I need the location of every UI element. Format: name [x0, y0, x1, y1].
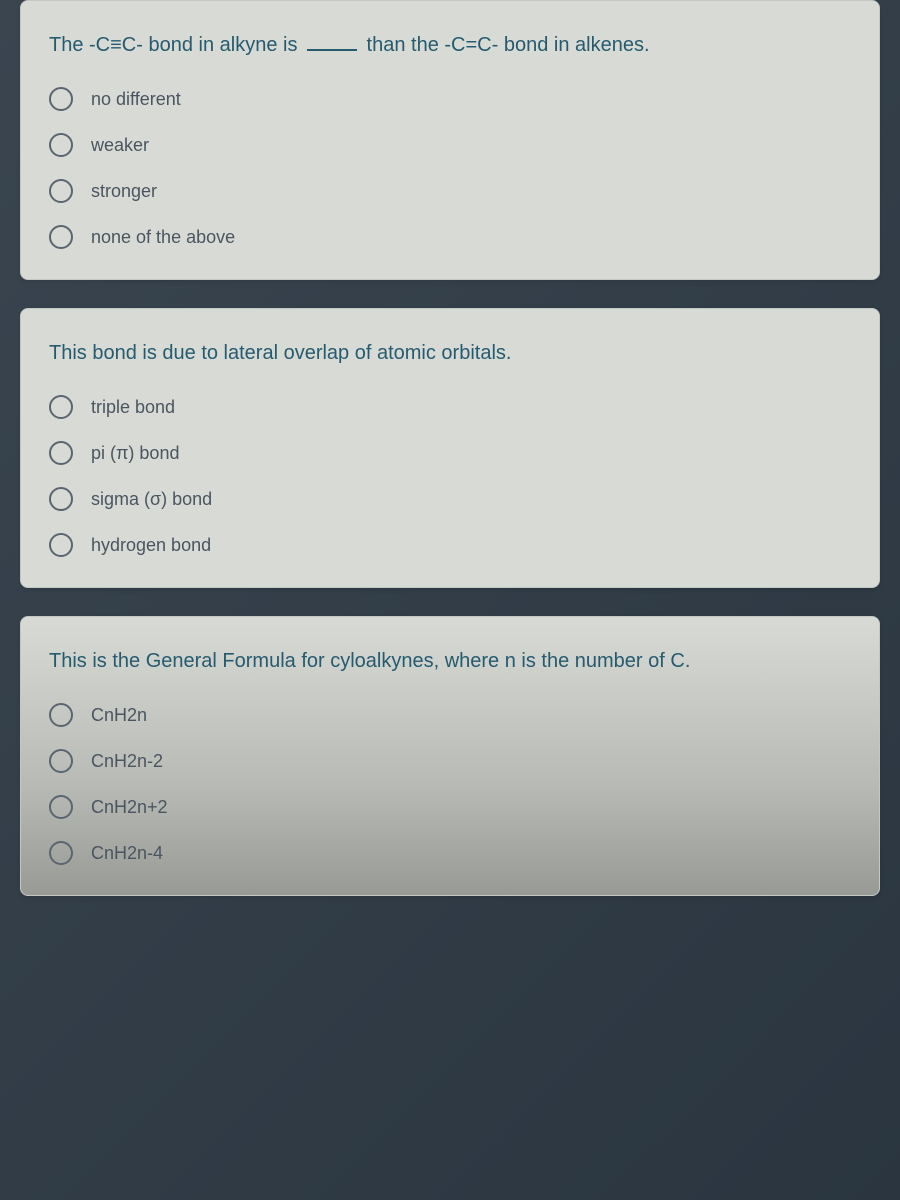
option-row[interactable]: none of the above	[49, 225, 851, 249]
option-row[interactable]: CnH2n-4	[49, 841, 851, 865]
radio-icon[interactable]	[49, 395, 73, 419]
option-label: pi (π) bond	[91, 443, 179, 464]
blank-fill	[307, 49, 357, 51]
radio-icon[interactable]	[49, 179, 73, 203]
question-card-3: This is the General Formula for cyloalky…	[20, 616, 880, 896]
question-text-2: This bond is due to lateral overlap of a…	[49, 339, 851, 367]
option-row[interactable]: triple bond	[49, 395, 851, 419]
option-label: weaker	[91, 135, 149, 156]
q3-text: This is the General Formula for cyloalky…	[49, 650, 690, 672]
radio-icon[interactable]	[49, 441, 73, 465]
option-label: CnH2n+2	[91, 797, 168, 818]
option-label: triple bond	[91, 397, 175, 418]
option-label: hydrogen bond	[91, 535, 211, 556]
option-row[interactable]: sigma (σ) bond	[49, 487, 851, 511]
option-row[interactable]: stronger	[49, 179, 851, 203]
question-card-1: The -C≡C- bond in alkyne is than the -C=…	[20, 0, 880, 280]
option-row[interactable]: CnH2n+2	[49, 795, 851, 819]
option-row[interactable]: hydrogen bond	[49, 533, 851, 557]
radio-icon[interactable]	[49, 133, 73, 157]
question-text-1: The -C≡C- bond in alkyne is than the -C=…	[49, 31, 851, 59]
q1-text-part-1: The -C≡C- bond in alkyne is	[49, 34, 303, 56]
option-label: no different	[91, 89, 181, 110]
option-row[interactable]: no different	[49, 87, 851, 111]
radio-icon[interactable]	[49, 225, 73, 249]
radio-icon[interactable]	[49, 703, 73, 727]
option-row[interactable]: weaker	[49, 133, 851, 157]
option-label: CnH2n-4	[91, 843, 163, 864]
radio-icon[interactable]	[49, 87, 73, 111]
question-text-3: This is the General Formula for cyloalky…	[49, 647, 851, 675]
q2-text: This bond is due to lateral overlap of a…	[49, 342, 511, 364]
option-label: CnH2n	[91, 705, 147, 726]
radio-icon[interactable]	[49, 487, 73, 511]
question-card-2: This bond is due to lateral overlap of a…	[20, 308, 880, 588]
option-row[interactable]: pi (π) bond	[49, 441, 851, 465]
option-row[interactable]: CnH2n	[49, 703, 851, 727]
radio-icon[interactable]	[49, 749, 73, 773]
option-label: CnH2n-2	[91, 751, 163, 772]
option-row[interactable]: CnH2n-2	[49, 749, 851, 773]
option-label: none of the above	[91, 227, 235, 248]
option-label: sigma (σ) bond	[91, 489, 212, 510]
option-label: stronger	[91, 181, 157, 202]
radio-icon[interactable]	[49, 841, 73, 865]
q1-text-part-2: than the -C=C- bond in alkenes.	[361, 34, 650, 56]
radio-icon[interactable]	[49, 795, 73, 819]
radio-icon[interactable]	[49, 533, 73, 557]
